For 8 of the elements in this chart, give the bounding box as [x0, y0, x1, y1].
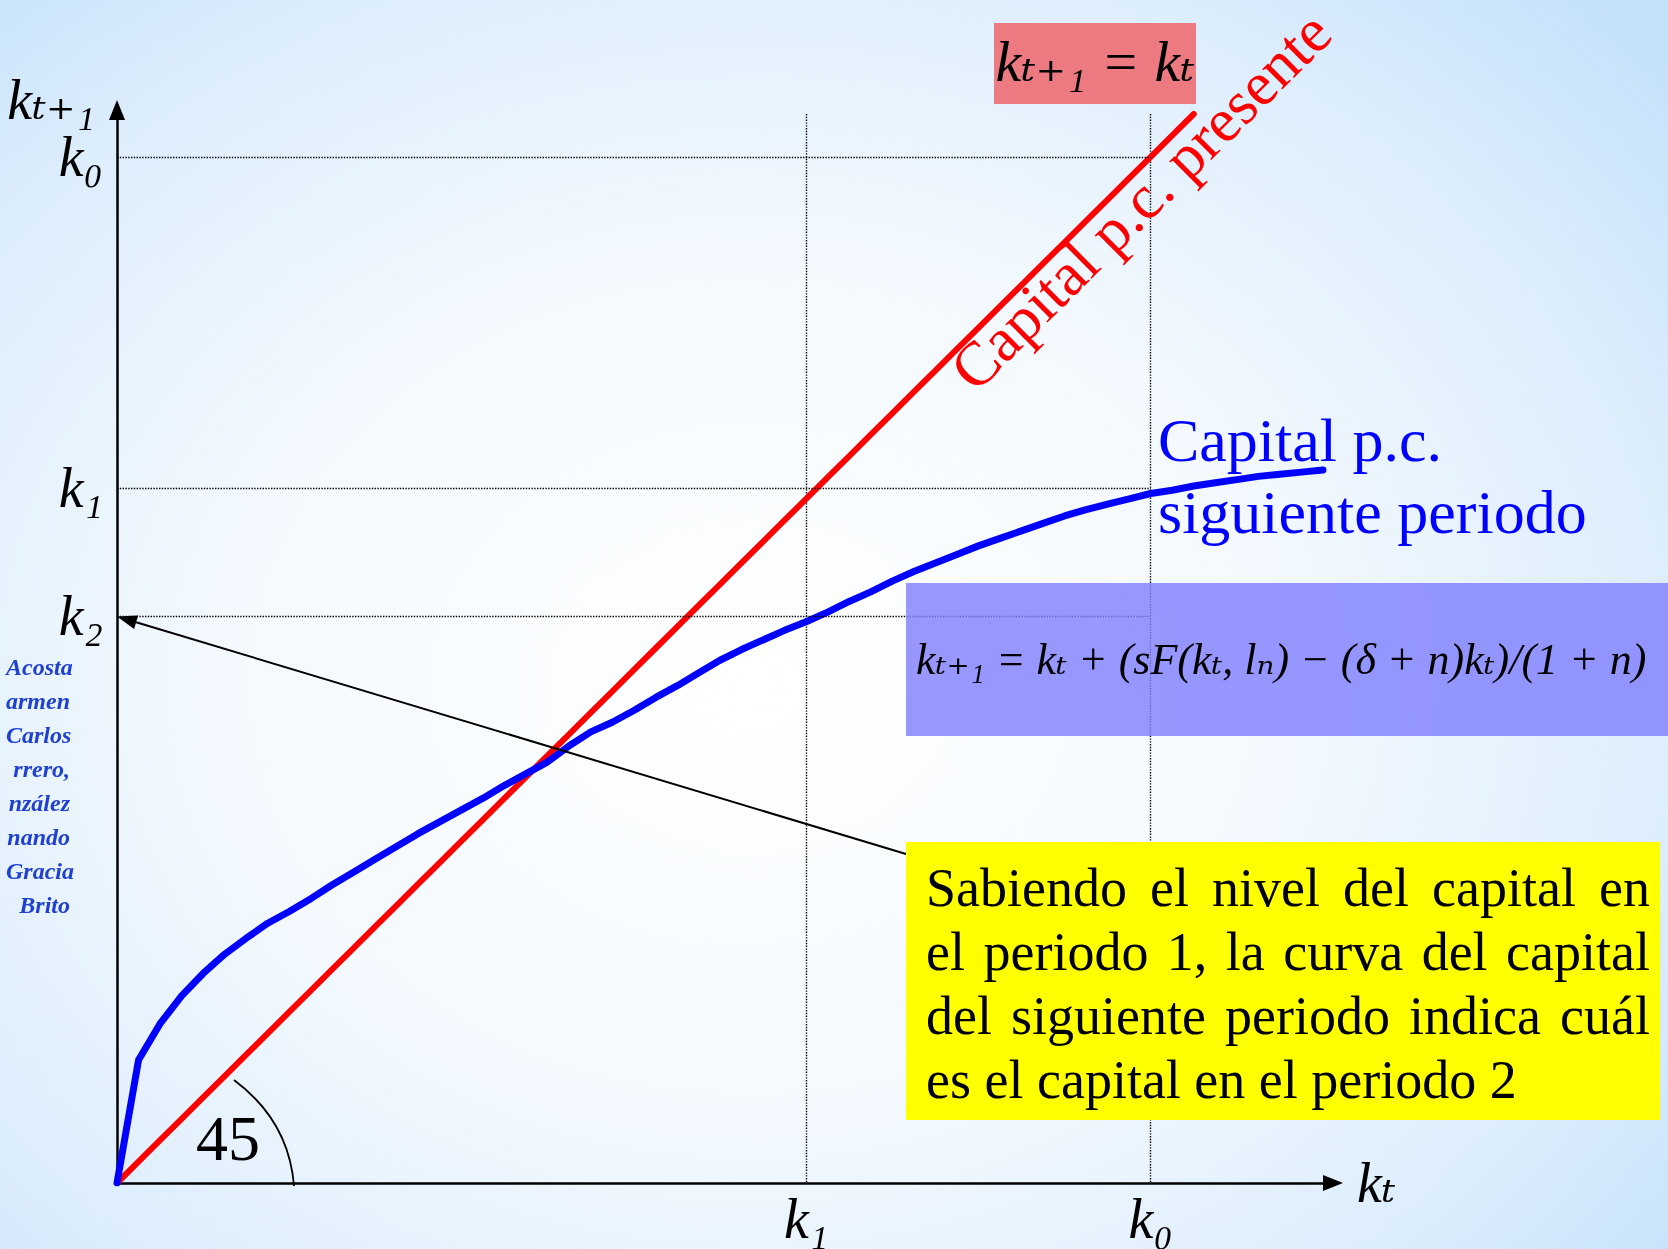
text: Acosta armen Carlos rrero, nzález nando Gracia Brito	[6, 653, 74, 920]
x-axis-title: kₜ	[1357, 1152, 1396, 1214]
annotation: Sabiendo el nivel del capital en el periodo 1, la curva del capital del siguiente periodo indica cuál es el capital en el periodo 2	[906, 842, 1660, 1120]
annotation: kₜ₊₁ = kₜ + (sF(kₜ, lₙ) − (δ + n)kₜ)/(1 + n)	[906, 583, 1668, 736]
ref-line-label: k₂	[58, 585, 103, 648]
annotation: 45	[196, 1103, 260, 1175]
ref-line-label: k₁	[58, 457, 103, 520]
series-label: Capital p.c. siguiente periodo	[1158, 405, 1587, 546]
